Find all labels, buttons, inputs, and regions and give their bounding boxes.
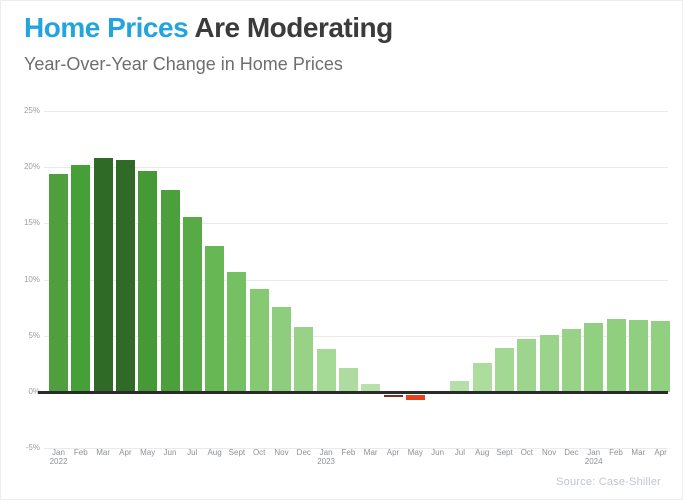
bar-Jul-18 [450,380,469,392]
bar-Feb-25 [607,318,626,392]
title-rest: Are Moderating [188,12,393,43]
bar-May-4 [138,170,157,392]
gridline-10 [44,280,668,281]
x-axis-tick-label: Jan 2022 [45,448,73,466]
y-axis-tick-label: -5% [25,443,40,452]
bar-Jan-12 [317,349,336,392]
x-axis-tick-label: Nov [274,448,289,457]
bar-Feb-13 [339,368,358,392]
bar-Apr-3 [116,160,135,392]
gridline-5 [44,336,668,337]
bar-Jun-5 [161,189,180,392]
bar-Sept-8 [227,271,246,392]
x-axis-tick-label: Jul [454,448,465,457]
x-axis-tick-label: Apr [654,448,667,457]
x-axis-tick-label: May [140,448,156,457]
bar-Dec-11 [294,326,313,392]
x-axis-tick-label: Feb [341,448,356,457]
bar-May-16 [406,394,425,401]
gridline-20 [44,167,668,168]
x-axis-line [38,391,668,394]
gridline-25 [44,111,668,112]
x-axis-tick-label: Aug [475,448,490,457]
bar-Feb-1 [71,164,90,392]
bar-Aug-7 [205,245,224,392]
x-axis-year-label: 2024 [584,457,603,466]
x-axis-tick-label: Mar [631,448,646,457]
x-axis-year-label: 2022 [49,457,68,466]
x-axis-tick-label: Feb [609,448,623,457]
page-title: Home Prices Are Moderating [24,12,393,44]
bar-Oct-21 [517,339,536,392]
bar-Mar-2 [94,158,113,392]
gridline-15 [44,223,668,224]
x-axis-tick-label: Jan 2024 [580,448,608,466]
bar-Dec-23 [562,329,581,392]
x-axis-tick-label: Sept [496,448,513,457]
x-axis-tick-label: Sept [228,448,246,457]
chart-subtitle: Year-Over-Year Change in Home Prices [24,54,343,74]
bar-Nov-22 [540,334,559,392]
bar-Apr-27 [651,321,670,392]
y-axis-tick-label: 0% [28,387,40,396]
gridline--5 [44,448,668,449]
x-axis-tick-label: Jun [163,448,177,457]
y-axis-tick-label: 25% [23,106,40,115]
bar-Sept-20 [495,348,514,392]
bar-Aug-19 [473,362,492,392]
source-attribution: Source: Case-Shiller [556,476,661,488]
x-axis-tick-label: Oct [252,448,266,457]
x-axis-tick-label: May [407,448,423,457]
bar-Jan-0 [49,173,68,392]
x-axis-tick-label: Apr [386,448,400,457]
bar-Nov-10 [272,306,291,392]
x-axis-tick-label: Feb [73,448,88,457]
bar-Oct-9 [250,288,269,392]
bar-Jul-6 [183,216,202,392]
x-axis-tick-label: Dec [564,448,579,457]
x-axis-year-label: 2023 [317,457,335,466]
x-axis-tick-label: Jan 2023 [312,448,340,466]
x-axis-tick-label: Jul [187,448,198,457]
x-axis-tick-label: Oct [520,448,534,457]
y-axis-tick-label: 15% [23,218,40,227]
x-axis-tick-label: Mar [96,448,110,457]
bar-Mar-26 [629,320,648,392]
x-axis-tick-label: Mar [363,448,378,457]
bar-Jan-24 [584,323,603,392]
bar-Mar-14 [361,384,380,392]
y-axis-tick-label: 10% [23,275,40,284]
x-axis-tick-label: Jun [431,448,445,457]
bar-Apr-15 [384,394,403,397]
x-axis-tick-label: Aug [207,448,222,457]
x-axis-tick-label: Nov [541,448,557,457]
x-axis-tick-label: Dec [296,448,311,457]
title-highlight: Home Prices [24,12,189,43]
y-axis-tick-label: 5% [28,331,40,340]
x-axis-tick-label: Apr [119,448,132,457]
y-axis-tick-label: 20% [23,162,40,171]
